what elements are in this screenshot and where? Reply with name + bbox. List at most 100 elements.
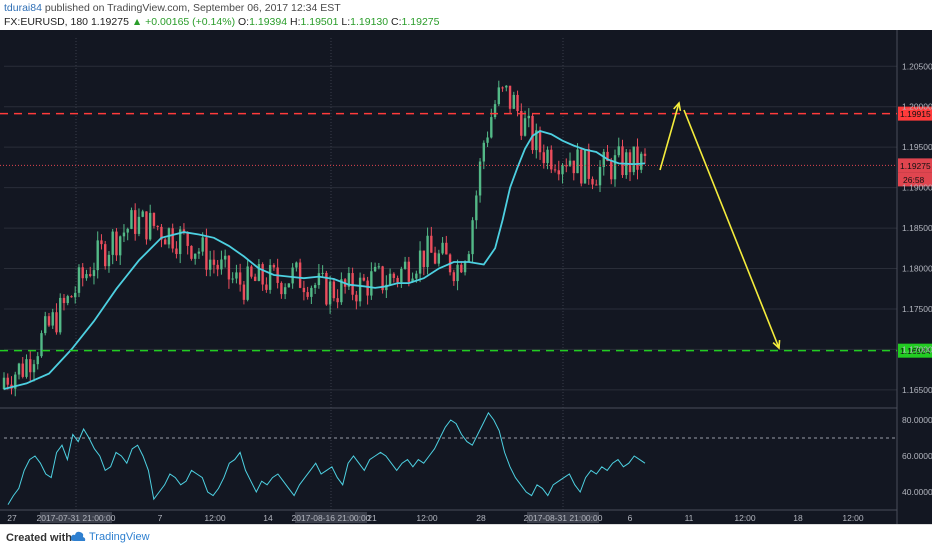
candle-body	[576, 149, 579, 174]
candle-body	[613, 155, 617, 180]
candle-body	[422, 250, 426, 268]
candle-body	[186, 231, 189, 246]
candle-body	[141, 211, 144, 217]
countdown-bg	[898, 172, 932, 187]
candle-body	[104, 244, 107, 267]
candle-body	[437, 253, 441, 264]
candle-body	[6, 377, 9, 385]
candle-body	[313, 285, 317, 288]
candle-body	[197, 251, 201, 254]
candle-body	[636, 146, 639, 170]
resistance-label: 1.19915	[900, 109, 931, 119]
chart-background	[0, 30, 932, 524]
time-axis[interactable]: 27 2017-07-31 21:00:00 7 12:00 14 2017-08-16 …	[0, 509, 897, 523]
candle-body	[280, 282, 283, 295]
candle-body	[59, 297, 62, 333]
close-value: 1.19275	[401, 16, 440, 28]
candle-body	[610, 161, 613, 180]
rsi-tick-label: 60.0000	[902, 451, 932, 461]
change-value: +0.00165 (+0.14%)	[145, 16, 236, 28]
forecast-arrow-down	[683, 109, 780, 349]
author-link[interactable]: tdurai84	[4, 2, 42, 14]
candle-body	[411, 278, 414, 282]
candle-body	[535, 130, 538, 151]
candle-body	[81, 267, 84, 279]
candle-body	[160, 226, 163, 240]
candle-body	[126, 228, 129, 233]
candle-body	[21, 363, 24, 377]
candle-body	[516, 94, 519, 112]
candle-body	[130, 210, 133, 229]
forecast-arrow-down-head	[772, 339, 781, 350]
candle-body	[29, 359, 32, 373]
symbol-label: FX:EURUSD, 180	[4, 16, 89, 28]
candle-body	[433, 252, 437, 264]
candle-body	[617, 146, 620, 156]
up-arrow-icon: ▲	[131, 16, 143, 28]
moving-average-line	[3, 130, 646, 390]
candle-body	[392, 273, 396, 278]
time-tick-label: 28	[476, 513, 486, 523]
candle-body	[216, 264, 219, 270]
support-label: 1.16984	[900, 346, 931, 356]
candle-body	[441, 242, 444, 254]
candles	[2, 80, 647, 397]
candle-body	[407, 261, 411, 282]
candle-body	[190, 245, 193, 259]
candle-body	[77, 267, 81, 293]
candle-body	[482, 142, 486, 162]
candle-body	[40, 333, 43, 357]
candle-body	[340, 279, 343, 303]
price-chart[interactable]: 1.19915 1.16984 1.19275 26:58 80.0000 60.000…	[0, 30, 932, 524]
candle-body	[415, 273, 418, 279]
candle-body	[388, 273, 392, 285]
candle-body	[306, 292, 309, 297]
candle-body	[107, 254, 111, 267]
last-price-value: 1.19275	[90, 16, 129, 28]
candle-body	[2, 377, 6, 390]
candle-body	[96, 240, 99, 271]
candle-body	[475, 195, 478, 221]
candle-body	[430, 235, 433, 253]
forecast-arrow-up-head	[673, 101, 682, 112]
candle-body	[606, 151, 609, 162]
candle-body	[268, 264, 272, 290]
rsi-line	[7, 411, 646, 505]
candle-body	[400, 268, 403, 283]
brand-label: TradingView	[89, 531, 150, 543]
candle-body	[583, 149, 587, 184]
candle-body	[235, 272, 238, 279]
candle-body	[550, 149, 553, 170]
candle-body	[497, 87, 501, 105]
high-value: 1.19501	[300, 16, 339, 28]
candle-body	[14, 374, 17, 389]
price-tick-label: 1.16500	[902, 385, 932, 395]
candle-body	[325, 272, 328, 305]
price-axis[interactable]: 1.20500 1.20000 1.19500 1.19000 1.18500 1.180…	[902, 61, 932, 395]
candle-body	[238, 272, 242, 285]
candle-body	[493, 104, 497, 118]
grid-lines	[0, 30, 898, 524]
candle-body	[115, 231, 118, 256]
time-tick-label: 2017-08-16 21:00:00	[292, 513, 371, 523]
candle-body	[242, 284, 246, 300]
candle-body	[287, 283, 291, 288]
candle-body	[445, 242, 448, 255]
candle-body	[328, 281, 332, 305]
candle-body	[595, 184, 598, 186]
candle-body	[51, 312, 54, 326]
candle-body	[542, 152, 545, 164]
candle-body	[362, 277, 366, 281]
time-tick-label: 6	[628, 513, 633, 523]
candle-body	[505, 85, 508, 88]
candle-body	[175, 248, 178, 255]
price-tick-label: 1.19000	[902, 183, 932, 193]
tradingview-cloud-icon	[70, 531, 86, 541]
candle-body	[261, 264, 264, 285]
candle-body	[163, 239, 167, 245]
candle-body	[370, 271, 373, 296]
candle-body	[396, 277, 399, 283]
tradingview-brand[interactable]: TradingView	[70, 531, 150, 543]
candle-body	[62, 297, 66, 304]
candle-body	[381, 266, 384, 291]
